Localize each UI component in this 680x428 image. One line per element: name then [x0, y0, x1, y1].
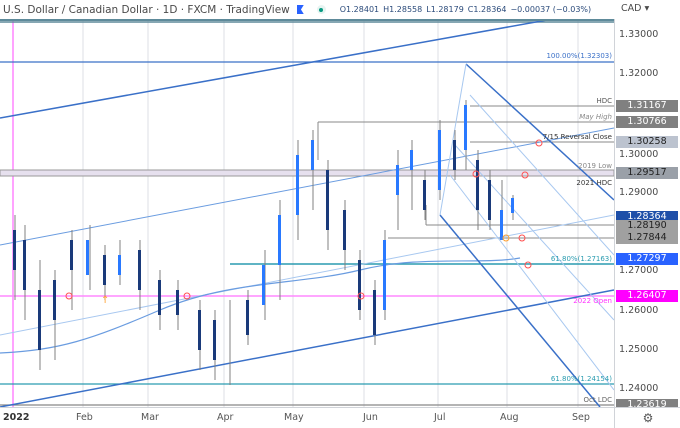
up-arrow-icon: ↑	[101, 295, 109, 306]
grid-lines	[82, 20, 579, 407]
time-tick: Apr	[217, 412, 234, 423]
time-tick: Jul	[434, 412, 446, 423]
price-tag-hdc: 1.31167	[616, 100, 678, 112]
2019-low-zone	[0, 169, 614, 177]
lower-channel-line	[0, 289, 614, 407]
price-tick: 1.32000	[619, 68, 659, 79]
chart-header: U.S. Dollar / Canadian Dollar · 1D · FXC…	[0, 0, 618, 19]
pivot-markers	[65, 139, 543, 300]
time-tick: 2022	[3, 412, 30, 423]
flag-icon[interactable]	[296, 5, 304, 14]
price-chart-canvas[interactable]: ↑ 50.00%(1.33371) 100.00%(1.32303) HDC M…	[0, 0, 614, 407]
time-axis[interactable]: 2022 Feb Mar Apr May Jun Jul Aug Sep	[0, 407, 614, 428]
price-tick: 1.26000	[619, 305, 659, 316]
moving-average	[0, 257, 521, 354]
market-status-icon[interactable]	[316, 5, 326, 14]
2022-open-label: 2022 Open	[573, 297, 612, 305]
2021-hdc-label: 2021 HDC	[576, 179, 612, 187]
price-tag-2022-open: 1.26407	[616, 290, 678, 302]
time-tick: May	[284, 412, 304, 423]
currency-dropdown[interactable]: CAD ▾	[621, 3, 650, 14]
oct-ldc-label: Oct LDC	[583, 396, 612, 404]
fib-618-upper-label: 61.80%(1.27163)	[551, 255, 612, 263]
time-tick: Feb	[76, 412, 93, 423]
ohlc-low: L1.28179	[426, 5, 464, 14]
ohlc-close: C1.28364	[467, 5, 507, 14]
price-tag-support-1: 1.28190	[616, 220, 678, 232]
price-tick: 1.27000	[619, 265, 659, 276]
price-tick: 1.25000	[619, 344, 659, 355]
current-low-marker	[502, 234, 510, 242]
fib-618-lower-label: 61.80%(1.24154)	[551, 375, 612, 383]
price-tag-may-high: 1.30766	[616, 116, 678, 128]
price-tick: 1.33000	[619, 29, 659, 40]
price-tag-reversal-close: 1.30258	[616, 136, 678, 148]
price-tag-2019-low: 1.29517	[616, 167, 678, 179]
settings-gear-icon[interactable]: ⚙	[614, 407, 680, 428]
fib-100-label: 100.00%(1.32303)	[546, 52, 612, 60]
ohlc-high: H1.28558	[383, 5, 423, 14]
reversal-close-label: 7/15 Reversal Close	[543, 133, 612, 141]
ohlc-open: O1.28401	[339, 5, 380, 14]
hdc-label: HDC	[596, 97, 612, 105]
time-tick: Mar	[141, 412, 159, 423]
ohlc-change: −0.00037 (−0.03%)	[510, 5, 592, 14]
price-tick: 1.24000	[619, 383, 659, 394]
symbol-title[interactable]: U.S. Dollar / Canadian Dollar · 1D · FXC…	[3, 3, 290, 16]
price-tag-support-2: 1.27844	[616, 232, 678, 244]
price-tag-ma: 1.27297	[616, 253, 678, 265]
price-tick: 1.29000	[619, 187, 659, 198]
header-divider	[0, 19, 614, 21]
price-axis[interactable]: CAD ▾ 1.33000 1.32000 1.30000 1.29000 1.…	[614, 0, 680, 411]
2019-low-label: 2019 Low	[578, 162, 612, 170]
time-tick: Jun	[363, 412, 378, 423]
time-tick: Aug	[500, 412, 519, 423]
may-high-label: May High	[579, 113, 612, 121]
price-tick: 1.30000	[619, 149, 659, 160]
candles	[13, 100, 514, 385]
ohlc-values: O1.28401 H1.28558 L1.28179 C1.28364 −0.0…	[340, 5, 591, 14]
time-tick: Sep	[572, 412, 590, 423]
